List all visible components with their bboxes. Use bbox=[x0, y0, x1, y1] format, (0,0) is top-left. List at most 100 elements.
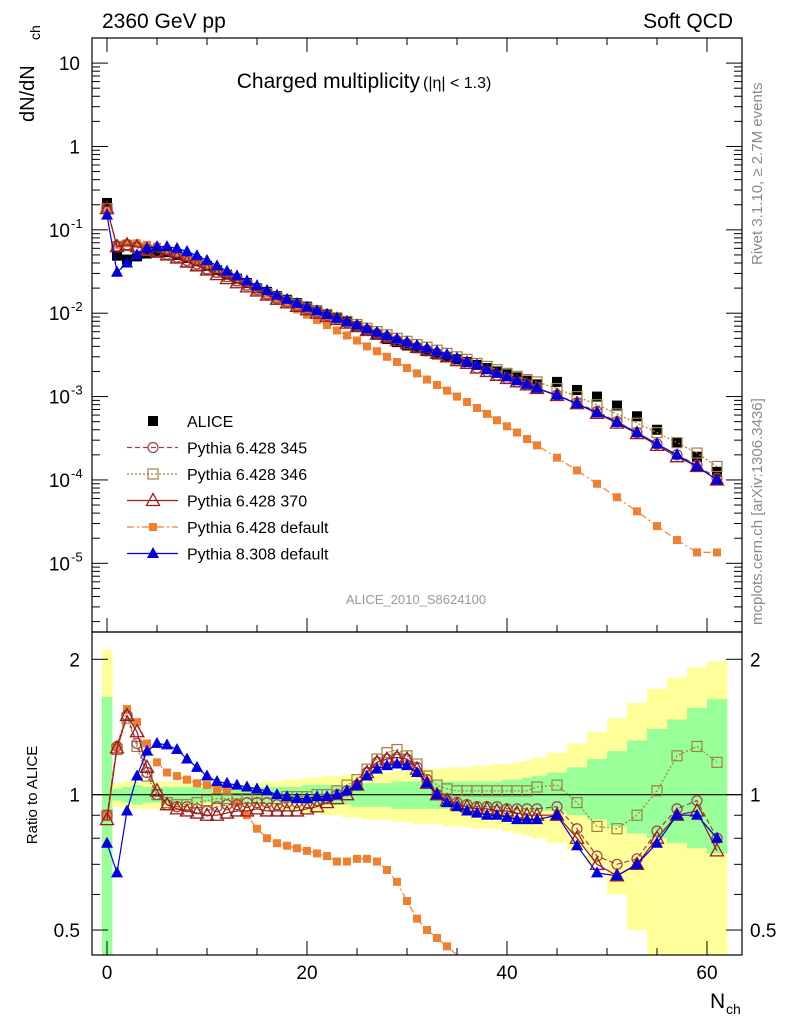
analysis-label: ALICE_2010_S8624100 bbox=[346, 592, 486, 607]
band-inner-bin bbox=[587, 759, 608, 820]
point-p8def bbox=[391, 332, 403, 344]
point-alice bbox=[152, 246, 162, 257]
point-p6def bbox=[333, 326, 341, 335]
point-p8def bbox=[311, 304, 323, 316]
ratio-point-p8def bbox=[331, 788, 343, 800]
ratio-point-p8def bbox=[651, 836, 663, 848]
y-tick-label-main-exp: -4 bbox=[71, 466, 83, 481]
ratio-point-p6def bbox=[413, 914, 421, 923]
point-p6def bbox=[123, 239, 131, 248]
y-tick-label-main: 1 bbox=[69, 137, 80, 158]
point-p8def bbox=[301, 300, 313, 312]
ratio-point-p346 bbox=[691, 740, 703, 753]
point-p8def bbox=[231, 269, 243, 281]
ratio-point-p345 bbox=[691, 795, 703, 807]
point-p346 bbox=[711, 460, 723, 473]
y-axis-label-main: dN/dN ch bbox=[17, 25, 43, 122]
point-p8def bbox=[281, 292, 293, 304]
point-p370 bbox=[219, 270, 235, 285]
ratio-series-p6def bbox=[103, 705, 458, 956]
ratio-point-p6def bbox=[253, 824, 261, 833]
point-alice bbox=[112, 250, 122, 261]
point-p6def bbox=[493, 416, 501, 425]
ratio-point-p370 bbox=[349, 776, 365, 791]
axes-ticks bbox=[92, 37, 742, 955]
point-p8def bbox=[361, 322, 373, 334]
point-alice bbox=[652, 424, 662, 435]
ratio-point-p6def bbox=[373, 857, 381, 866]
ratio-point-p6def bbox=[393, 877, 401, 886]
ratio-point-p8def bbox=[161, 738, 173, 750]
ratio-point-p370 bbox=[129, 723, 145, 738]
point-p8def bbox=[181, 244, 193, 256]
x-axis-label-sub: ch bbox=[726, 1001, 741, 1017]
ratio-point-p345 bbox=[101, 809, 113, 821]
ratio-point-p6def bbox=[203, 781, 211, 790]
legend-entry-alice: ALICE bbox=[148, 414, 233, 431]
point-p8def bbox=[451, 351, 463, 363]
point-p8def bbox=[441, 347, 453, 359]
ratio-point-p345 bbox=[571, 823, 583, 835]
ratio-point-p8def bbox=[131, 769, 143, 781]
point-p8def bbox=[421, 341, 433, 353]
point-p8def bbox=[221, 264, 233, 276]
ratio-point-p8def bbox=[171, 743, 183, 755]
ratio-point-p8def bbox=[671, 808, 683, 820]
ratio-point-p6def bbox=[273, 839, 281, 848]
ratio-point-p370 bbox=[149, 782, 165, 797]
ratio-point-p8def bbox=[121, 804, 133, 816]
series-line-p346 bbox=[106, 208, 718, 467]
header-right: Soft QCD bbox=[643, 10, 733, 33]
y-tick-label-main-exp: -2 bbox=[71, 299, 83, 314]
ratio-point-p6def bbox=[193, 779, 201, 788]
point-alice bbox=[612, 400, 622, 411]
point-p346 bbox=[691, 447, 703, 459]
ratio-point-p8def bbox=[441, 796, 453, 808]
ratio-point-p346 bbox=[671, 750, 683, 762]
ratio-point-p6def bbox=[263, 834, 271, 843]
mcplots-label: mcplots.cern.ch [arXiv:1306.3436] bbox=[749, 398, 766, 625]
ratio-point-p8def bbox=[321, 790, 333, 802]
ratio-line-p346 bbox=[106, 716, 718, 830]
ratio-point-p8def bbox=[141, 744, 153, 756]
point-p6def bbox=[503, 422, 511, 431]
ratio-point-p8def bbox=[241, 780, 253, 792]
ratio-point-p8def bbox=[301, 792, 313, 804]
ratio-point-p346 bbox=[611, 823, 623, 835]
ratio-point-p345 bbox=[201, 805, 213, 817]
ratio-point-p8def bbox=[101, 836, 113, 848]
point-p346 bbox=[671, 437, 683, 449]
main-plot-frame bbox=[91, 37, 743, 633]
legend-label-p346: Pythia 6.428 346 bbox=[187, 467, 307, 484]
point-p6def bbox=[473, 403, 481, 412]
y-tick-label-main-exp: -3 bbox=[71, 383, 83, 398]
ratio-point-p8def bbox=[261, 784, 273, 796]
ratio-point-p370 bbox=[669, 806, 685, 821]
ratio-point-p8def bbox=[431, 788, 443, 800]
ratio-point-p6def bbox=[283, 841, 291, 850]
legend-entry-p370: Pythia 6.428 370 bbox=[127, 492, 307, 511]
ratio-point-p370 bbox=[319, 794, 335, 809]
point-p8def bbox=[321, 307, 333, 319]
ratio-point-p6def bbox=[353, 854, 361, 863]
point-p6def bbox=[283, 299, 291, 308]
legend-marker-p8def bbox=[147, 547, 159, 558]
ratio-point-p370 bbox=[109, 739, 125, 754]
point-p8def bbox=[371, 325, 383, 337]
ratio-point-p370 bbox=[269, 802, 285, 817]
point-p8def bbox=[341, 315, 353, 327]
ratio-point-p8def bbox=[571, 839, 583, 851]
legend: ALICE Pythia 6.428 345 Pythia 6.428 346 Pyt… bbox=[127, 414, 329, 564]
ratio-point-p370 bbox=[169, 800, 185, 815]
legend-entry-p345: Pythia 6.428 345 bbox=[127, 441, 307, 458]
point-p8def bbox=[511, 374, 523, 386]
point-p8def bbox=[331, 311, 343, 323]
ratio-point-p6def bbox=[443, 942, 451, 951]
band-inner-bin bbox=[102, 696, 113, 955]
ratio-point-p346 bbox=[631, 809, 643, 821]
ratio-point-p6def bbox=[243, 811, 251, 820]
legend-marker-alice bbox=[148, 416, 158, 426]
legend-label-p370: Pythia 6.428 370 bbox=[187, 494, 307, 511]
series-p346 bbox=[101, 202, 723, 473]
point-p6def bbox=[363, 342, 371, 351]
